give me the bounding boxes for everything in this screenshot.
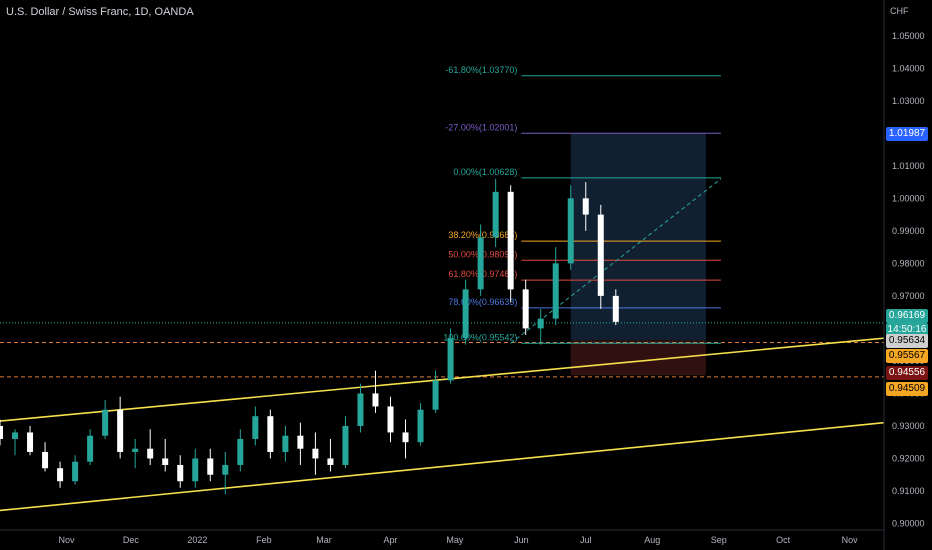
candle-body-22	[327, 458, 334, 465]
candle-body-25	[372, 393, 379, 407]
candle-body-39	[582, 198, 589, 215]
price-tag: 1.01987	[886, 126, 928, 141]
price-tag: 0.94556	[886, 366, 928, 381]
candle-body-15	[222, 464, 229, 475]
candle-body-10	[147, 448, 154, 459]
y-tick-7: 0.98000	[892, 258, 925, 268]
candle-body-16	[237, 438, 244, 465]
candle-body-13	[192, 458, 199, 482]
y-tick-2: 1.03000	[892, 96, 925, 106]
fib-label-3: 38.20%(0.98685)	[448, 230, 517, 240]
y-tick-14: 0.91000	[892, 486, 925, 496]
x-tick-11: Oct	[776, 535, 791, 545]
price-tag: 14:50:16	[886, 322, 928, 337]
x-tick-3: Feb	[256, 535, 272, 545]
fib-trend-line	[510, 178, 722, 344]
candle-body-1	[12, 432, 19, 439]
y-tick-12: 0.93000	[892, 421, 925, 431]
price-tag: 0.96169	[886, 308, 928, 323]
x-tick-5: Apr	[383, 535, 397, 545]
candle-body-29	[432, 380, 439, 410]
x-tick-4: Mar	[316, 535, 332, 545]
fib-label-1: -27.00%(1.02001)	[445, 122, 517, 132]
chart-title: U.S. Dollar / Swiss Franc, 1D, OANDA	[6, 6, 194, 18]
fib-label-2: 0.00%(1.00628)	[453, 167, 517, 177]
x-tick-0: Nov	[59, 535, 76, 545]
candle-body-17	[252, 416, 259, 439]
target-zone	[570, 133, 706, 341]
stop-zone	[570, 340, 706, 376]
candle-body-33	[492, 191, 499, 238]
y-tick-1: 1.04000	[892, 63, 925, 73]
price-tag: 0.94509	[886, 381, 928, 396]
x-tick-2: 2022	[187, 535, 207, 545]
x-tick-1: Dec	[123, 535, 140, 545]
candle-body-36	[537, 318, 544, 329]
channel-line-0	[0, 337, 885, 422]
candle-body-7	[102, 409, 109, 436]
y-tick-5: 1.00000	[892, 193, 925, 203]
price-tag: 0.95634	[886, 334, 928, 349]
candle-body-26	[387, 406, 394, 433]
y-tick-15: 0.90000	[892, 518, 925, 528]
candle-body-32	[477, 237, 484, 290]
candle-body-27	[402, 432, 409, 443]
y-tick-4: 1.01000	[892, 161, 925, 171]
candle-body-35	[522, 289, 529, 329]
price-tag: 0.95567	[886, 349, 928, 364]
candle-body-28	[417, 409, 424, 443]
y-tick-0: 1.05000	[892, 31, 925, 41]
candle-body-0	[0, 425, 3, 439]
candle-body-8	[117, 409, 124, 452]
x-tick-7: Jun	[514, 535, 529, 545]
y-tick-8: 0.97000	[892, 291, 925, 301]
fib-label-7: 100.00%(0.95542)	[443, 332, 517, 342]
y-tick-6: 0.99000	[892, 226, 925, 236]
x-tick-9: Aug	[644, 535, 660, 545]
candle-body-18	[267, 416, 274, 452]
x-tick-6: May	[446, 535, 464, 545]
candle-body-5	[72, 461, 79, 482]
candle-body-38	[567, 198, 574, 264]
candle-body-19	[282, 435, 289, 452]
fib-label-6: 78.60%(0.96633)	[448, 297, 517, 307]
candle-body-14	[207, 458, 214, 475]
candle-body-37	[552, 263, 559, 319]
candle-body-40	[597, 214, 604, 296]
candle-body-12	[177, 464, 184, 482]
candle-body-3	[42, 451, 49, 469]
candle-body-34	[507, 191, 514, 290]
candle-body-21	[312, 448, 319, 459]
x-tick-8: Jul	[580, 535, 592, 545]
candle-body-41	[612, 295, 619, 322]
channel-line-1	[0, 421, 885, 512]
candle-body-20	[297, 435, 304, 449]
fib-label-0: -61.80%(1.03770)	[445, 65, 517, 75]
candle-body-30	[447, 338, 454, 381]
candle-body-9	[132, 448, 139, 452]
candle-body-2	[27, 432, 34, 452]
candle-body-23	[342, 425, 349, 465]
x-tick-12: Nov	[842, 535, 859, 545]
candle-body-6	[87, 435, 94, 462]
candle-body-31	[462, 289, 469, 339]
candle-body-4	[57, 468, 64, 482]
y-tick-13: 0.92000	[892, 453, 925, 463]
candle-body-24	[357, 393, 364, 426]
candle-body-11	[162, 458, 169, 465]
x-tick-10: Sep	[711, 535, 727, 545]
y-axis-unit: CHF	[890, 6, 909, 16]
